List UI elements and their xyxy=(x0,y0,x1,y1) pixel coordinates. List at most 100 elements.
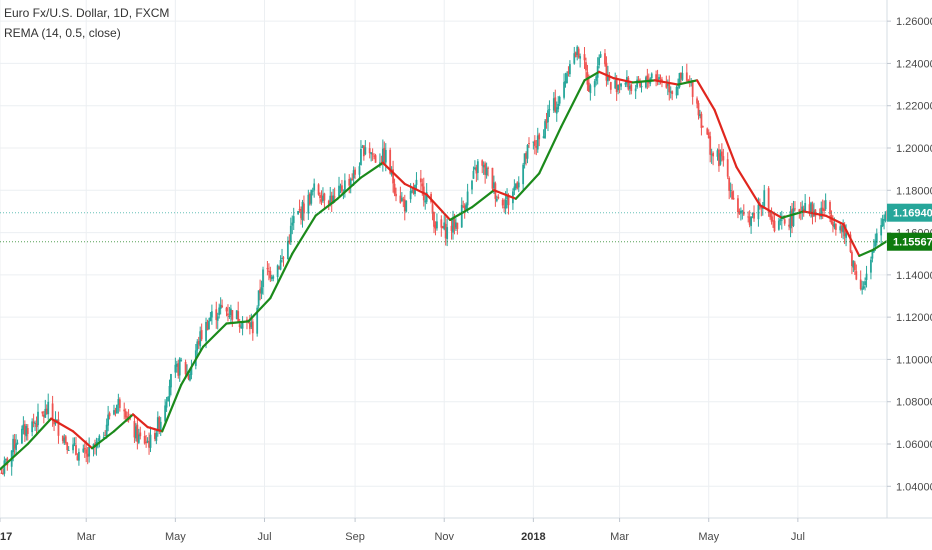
rema-value-tag-box xyxy=(887,232,932,251)
candle-body xyxy=(884,211,887,222)
candle-body xyxy=(636,79,639,88)
candle-body xyxy=(690,82,693,84)
candle-body xyxy=(12,438,15,453)
candle-body xyxy=(504,200,507,209)
rema-segment xyxy=(359,161,384,179)
candle-body xyxy=(85,449,88,454)
candle-body xyxy=(767,188,770,213)
candle-body xyxy=(311,190,314,192)
candle-body xyxy=(267,270,270,272)
candle-body xyxy=(783,219,786,224)
price-axis[interactable]: 1.04000 1.06000 1.08000 1.10000 1.12000 1.140… xyxy=(887,16,932,493)
candle-body xyxy=(748,216,751,225)
candle-body xyxy=(665,83,668,88)
candle-body xyxy=(402,199,405,201)
candle-body xyxy=(259,288,262,294)
candle-body xyxy=(197,340,200,345)
candle-body xyxy=(788,224,790,227)
time-axis[interactable]: 2017 Mar May Jul Sep Nov 2018 Mar May Jul xyxy=(0,518,805,543)
candle-body xyxy=(399,195,402,203)
y-tick-label: 1.14000 xyxy=(896,270,932,282)
candle-body xyxy=(614,80,617,89)
candle-body xyxy=(338,185,340,197)
candle-body xyxy=(42,414,45,417)
candle-body xyxy=(880,225,883,236)
candle-body xyxy=(323,193,326,201)
rema-segment xyxy=(514,172,541,200)
x-tick-label: Jul xyxy=(257,531,271,543)
candle-body xyxy=(250,322,253,327)
candle-body xyxy=(126,416,129,420)
candle-body xyxy=(859,279,862,290)
candle-body xyxy=(881,219,884,227)
candle-body xyxy=(710,154,713,156)
candle-body xyxy=(190,367,193,375)
candle-body xyxy=(66,442,69,451)
candle-body xyxy=(685,72,688,81)
candle-body xyxy=(34,422,36,424)
candle-body xyxy=(548,109,551,111)
candle-body xyxy=(801,206,804,212)
candle-body xyxy=(61,435,64,441)
candle-body xyxy=(471,180,473,190)
candle-body xyxy=(605,62,608,81)
indicator-label[interactable]: REMA (14, 0.5, close) xyxy=(4,26,121,40)
candle-body xyxy=(567,71,570,74)
candle-body xyxy=(666,83,669,86)
candle-body xyxy=(650,73,653,79)
candle-body xyxy=(373,155,375,157)
candle-body xyxy=(514,184,517,189)
candle-body xyxy=(731,191,734,200)
rema-segment xyxy=(824,214,845,226)
x-tick-label: Nov xyxy=(434,531,454,543)
symbol-title[interactable]: Euro Fx/U.S. Dollar, 1D, FXCM xyxy=(4,6,170,20)
rema-segment xyxy=(872,239,889,251)
candle-body xyxy=(298,208,301,211)
candle-body xyxy=(552,98,555,111)
candle-body xyxy=(840,225,843,232)
candle-body xyxy=(411,190,413,192)
candle-body xyxy=(281,258,283,260)
candle-body xyxy=(308,193,311,205)
candle-body xyxy=(143,435,146,444)
candle-body xyxy=(114,410,117,413)
candle-body xyxy=(763,190,766,207)
candle-body xyxy=(184,362,187,375)
candle-body xyxy=(291,222,294,226)
y-tick-label: 1.08000 xyxy=(896,397,932,409)
candle-body xyxy=(292,216,295,224)
candle-body xyxy=(823,208,826,211)
candle-body xyxy=(361,146,364,148)
candle-body xyxy=(189,374,191,381)
x-tick-label: May xyxy=(698,531,719,543)
candle-body xyxy=(845,233,847,238)
candle-body xyxy=(598,57,601,66)
rema-segment xyxy=(146,425,164,433)
candle-body xyxy=(699,114,701,117)
candle-body xyxy=(811,204,814,217)
candle-body xyxy=(627,77,630,90)
candle-body xyxy=(370,152,373,155)
rema-segment xyxy=(858,248,875,257)
candle-body xyxy=(544,121,546,138)
candle-body xyxy=(444,223,447,239)
candle-body xyxy=(241,321,244,329)
candle-body xyxy=(501,199,504,206)
rema-segment xyxy=(713,108,738,169)
candle-body xyxy=(102,436,105,438)
candle-body xyxy=(452,217,454,233)
candle-body xyxy=(137,434,140,443)
candle-body xyxy=(41,411,44,414)
candle-body xyxy=(810,202,812,214)
candle-body xyxy=(789,210,792,229)
candle-body xyxy=(678,73,681,88)
chart-legend: Euro Fx/U.S. Dollar, 1D, FXCM REMA (14, … xyxy=(4,3,169,43)
candle-body xyxy=(215,309,218,320)
candle-body xyxy=(148,441,150,448)
candle-body xyxy=(129,417,131,420)
candle-body xyxy=(364,147,367,155)
candle-body xyxy=(238,324,241,328)
candle-body xyxy=(563,82,565,98)
candle-body xyxy=(362,145,365,157)
